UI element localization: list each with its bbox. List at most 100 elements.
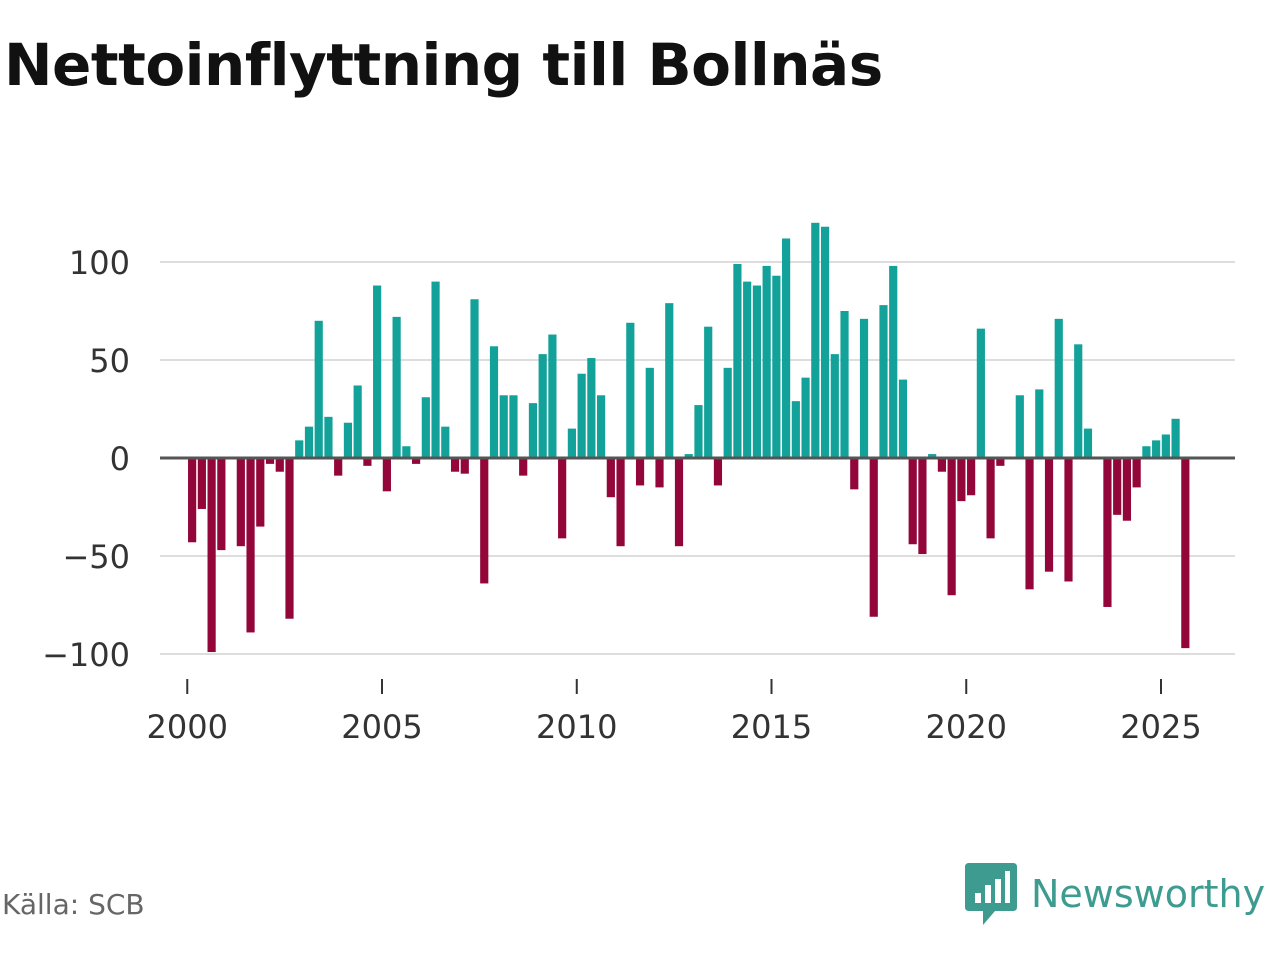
x-tick-label: 2010	[536, 708, 617, 746]
bar	[236, 458, 245, 547]
bar	[597, 395, 606, 458]
bar	[1015, 395, 1024, 458]
y-tick-label: 100	[69, 244, 130, 282]
bar	[558, 458, 567, 539]
y-tick-label: 50	[89, 342, 130, 380]
bar	[314, 320, 323, 458]
bar	[1074, 344, 1083, 458]
bar	[265, 458, 275, 464]
bar	[1113, 458, 1122, 515]
bar	[207, 458, 216, 653]
bar	[402, 446, 411, 458]
bar	[577, 373, 586, 458]
newsworthy-logo-icon	[965, 863, 1017, 925]
bar	[694, 405, 703, 458]
x-tick-label: 2005	[341, 708, 422, 746]
bar	[480, 458, 489, 584]
bar	[1152, 440, 1161, 458]
bar	[295, 440, 304, 458]
bar	[1025, 458, 1034, 590]
bar	[928, 454, 937, 458]
bar	[285, 458, 294, 619]
bar	[762, 265, 771, 458]
bar	[674, 458, 684, 547]
bar	[1103, 458, 1112, 607]
bar	[499, 395, 508, 458]
bar	[830, 354, 839, 458]
bar	[616, 458, 625, 547]
bar	[1171, 418, 1180, 458]
bar	[713, 458, 723, 486]
bar	[859, 318, 869, 458]
bar	[665, 303, 674, 458]
bar	[879, 305, 888, 458]
bar	[606, 458, 615, 498]
bar	[373, 285, 382, 458]
bar	[1142, 446, 1151, 458]
bar	[246, 458, 255, 633]
bar	[363, 458, 372, 466]
bar	[353, 385, 362, 458]
source-label: Källa: SCB	[2, 888, 145, 921]
bar	[412, 458, 421, 464]
bar	[460, 458, 469, 474]
x-tick-label: 2000	[147, 708, 228, 746]
bar	[782, 238, 791, 458]
x-tick-label: 2025	[1120, 708, 1201, 746]
bar	[431, 281, 440, 458]
bar	[1161, 434, 1170, 458]
bar	[996, 458, 1005, 466]
bar	[684, 454, 693, 458]
bar	[1044, 458, 1054, 572]
bar	[626, 322, 635, 458]
bar	[528, 403, 538, 458]
x-tick-label: 2020	[926, 708, 1007, 746]
bar	[752, 285, 761, 458]
bar	[324, 416, 333, 458]
bar	[450, 458, 460, 472]
bar	[937, 458, 946, 472]
bar	[772, 275, 781, 458]
brand-logo[interactable]: Newsworthy	[965, 862, 1265, 926]
bar	[519, 458, 528, 476]
bar	[1132, 458, 1141, 488]
bar	[188, 458, 197, 543]
bar	[743, 281, 752, 458]
bar	[704, 326, 713, 458]
bar	[986, 458, 995, 539]
y-tick-label: −50	[62, 538, 130, 576]
bar	[489, 346, 499, 458]
bar	[441, 426, 450, 458]
bar	[509, 395, 518, 458]
bar	[869, 458, 878, 617]
bar	[1064, 458, 1073, 582]
bar	[918, 458, 927, 555]
bar	[197, 458, 206, 509]
bar	[1054, 318, 1063, 458]
bar	[733, 263, 742, 458]
bar	[908, 458, 917, 545]
bar	[382, 458, 391, 492]
bar	[967, 458, 976, 496]
bar	[801, 377, 810, 458]
bar	[567, 428, 576, 458]
bar	[840, 311, 849, 458]
x-tick-label: 2015	[731, 708, 812, 746]
bar	[850, 458, 859, 490]
bar	[1181, 458, 1190, 649]
x-axis: 2000 2005 2010 2015 2020 2025	[147, 679, 1202, 746]
bar	[1122, 458, 1132, 521]
bar	[723, 367, 732, 458]
bar	[343, 422, 353, 458]
bar	[334, 458, 343, 476]
bar	[889, 265, 898, 458]
bar	[957, 458, 966, 502]
bar	[645, 367, 654, 458]
bar	[811, 222, 820, 458]
bar	[791, 401, 800, 458]
y-tick-label: −100	[42, 636, 130, 674]
bar	[256, 458, 265, 527]
bar	[947, 458, 956, 596]
bar	[635, 458, 645, 486]
